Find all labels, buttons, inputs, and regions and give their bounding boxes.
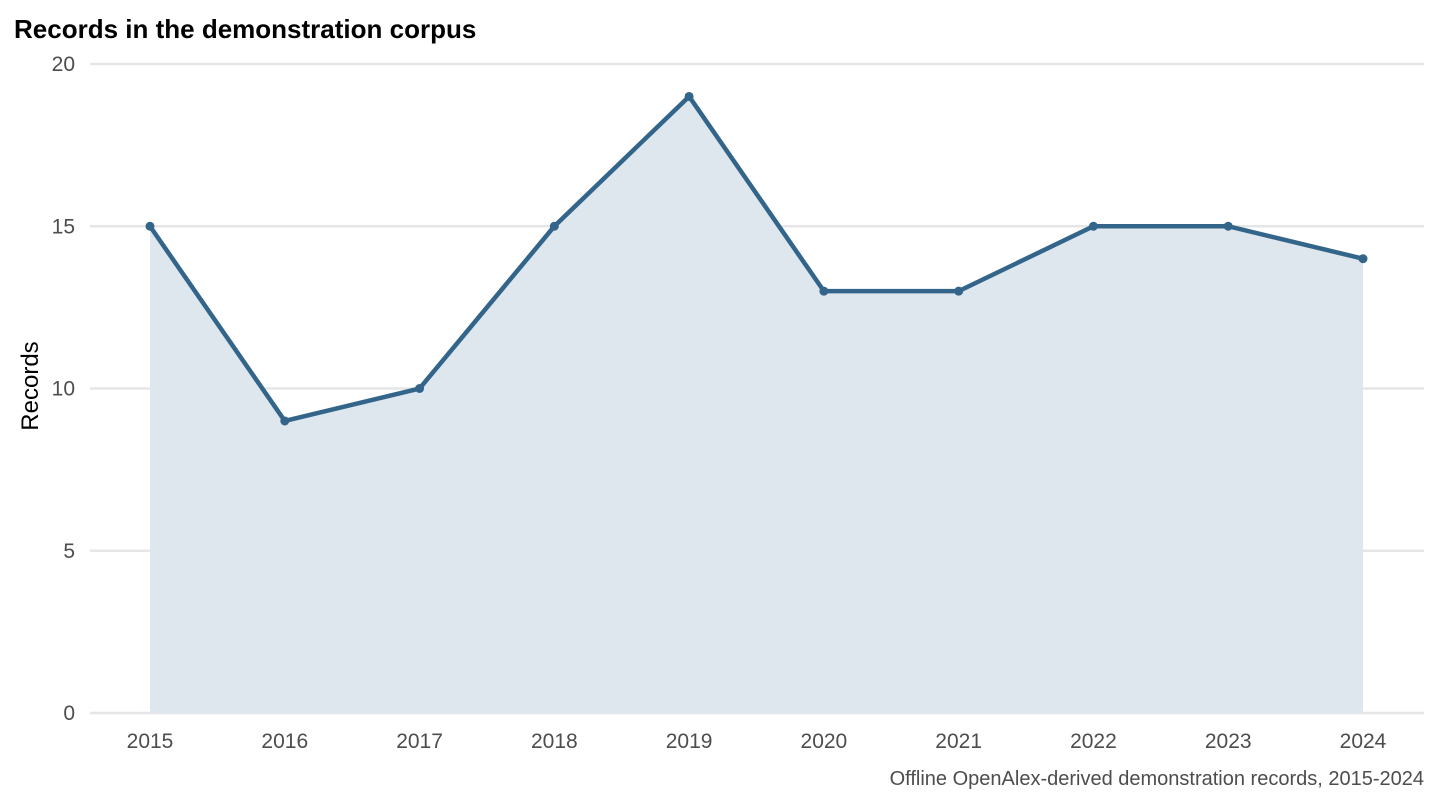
chart-caption: Offline OpenAlex-derived demonstration r… [890, 768, 1424, 790]
y-tick-label-15: 15 [52, 215, 75, 238]
y-axis-ticks: 0 5 10 15 20 [52, 53, 75, 725]
x-tick-label-2015: 2015 [127, 730, 174, 753]
y-tick-label-20: 20 [52, 53, 75, 76]
data-point-2015 [145, 221, 155, 231]
x-tick-label-2023: 2023 [1205, 730, 1252, 753]
series-area [150, 96, 1363, 713]
line-layer [147, 94, 1366, 424]
data-point-2019 [684, 91, 694, 101]
x-tick-label-2024: 2024 [1340, 730, 1387, 753]
data-point-2018 [549, 221, 559, 231]
data-point-2022 [1088, 221, 1098, 231]
x-tick-label-2022: 2022 [1070, 730, 1117, 753]
x-tick-label-2020: 2020 [801, 730, 848, 753]
data-point-2020 [819, 286, 829, 296]
x-tick-label-2017: 2017 [396, 730, 443, 753]
y-axis-title: Records [17, 341, 44, 430]
area-layer [150, 96, 1363, 713]
data-point-2017 [415, 384, 425, 393]
points-layer [145, 91, 1368, 426]
x-tick-label-2021: 2021 [935, 730, 982, 753]
x-tick-label-2019: 2019 [666, 730, 713, 753]
chart-title: Records in the demonstration corpus [14, 14, 476, 44]
data-point-2016 [280, 416, 290, 426]
y-tick-label-5: 5 [63, 540, 75, 563]
x-tick-label-2016: 2016 [261, 730, 308, 753]
series-line [147, 94, 1366, 424]
data-point-2023 [1223, 221, 1233, 231]
data-point-2021 [954, 286, 964, 296]
x-axis-ticks: 2015 2016 2017 2018 2019 2020 2021 2022 2023 2024 [127, 730, 1387, 753]
y-tick-label-10: 10 [52, 378, 75, 401]
x-tick-label-2018: 2018 [531, 730, 578, 753]
data-point-2024 [1358, 254, 1368, 264]
y-tick-label-0: 0 [63, 702, 75, 725]
